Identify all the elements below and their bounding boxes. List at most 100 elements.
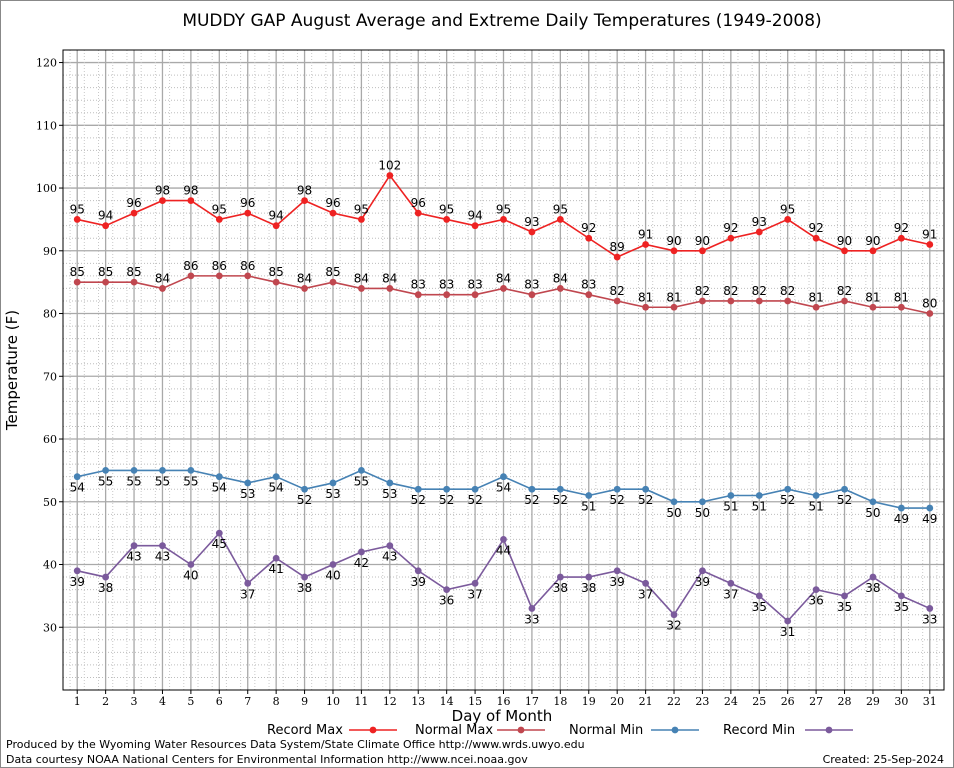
x-tick-label: 9 xyxy=(301,695,308,708)
data-point xyxy=(329,278,337,286)
data-point xyxy=(329,479,337,487)
data-point xyxy=(613,253,621,261)
data-label: 38 xyxy=(581,581,596,595)
data-point xyxy=(670,498,678,506)
y-tick-label: 70 xyxy=(43,370,57,383)
x-tick-label: 14 xyxy=(440,695,454,708)
data-label: 53 xyxy=(382,487,397,501)
data-point xyxy=(585,573,593,581)
data-label: 32 xyxy=(666,619,681,633)
data-point xyxy=(215,272,223,280)
data-label: 39 xyxy=(610,575,625,589)
data-point xyxy=(386,285,394,292)
data-label: 92 xyxy=(581,221,596,235)
data-label: 51 xyxy=(752,499,767,513)
data-point xyxy=(755,297,763,305)
data-label: 36 xyxy=(439,594,454,608)
data-label: 40 xyxy=(325,569,340,583)
data-label: 83 xyxy=(581,278,596,292)
data-label: 81 xyxy=(638,290,653,304)
data-point xyxy=(471,579,479,587)
data-label: 96 xyxy=(240,196,255,210)
data-label: 83 xyxy=(467,278,482,292)
data-point xyxy=(102,278,110,286)
data-label: 49 xyxy=(922,512,937,526)
data-point xyxy=(869,573,877,581)
data-label: 55 xyxy=(155,474,170,488)
data-label: 95 xyxy=(496,202,511,216)
data-point xyxy=(443,586,451,594)
data-label: 52 xyxy=(411,493,426,507)
data-label: 38 xyxy=(553,581,568,595)
data-label: 41 xyxy=(269,562,284,576)
data-point xyxy=(699,498,706,506)
data-label: 84 xyxy=(553,271,568,285)
data-point xyxy=(642,485,649,493)
data-point xyxy=(642,241,649,248)
data-label: 50 xyxy=(865,506,880,520)
legend-label: Normal Max xyxy=(415,723,493,738)
data-point xyxy=(471,222,479,230)
data-point xyxy=(329,209,337,217)
data-label: 55 xyxy=(354,474,369,488)
data-point xyxy=(727,297,735,305)
data-label: 52 xyxy=(524,493,539,507)
y-tick-label: 80 xyxy=(43,308,57,321)
data-point xyxy=(812,234,820,242)
data-point xyxy=(926,241,934,248)
data-point xyxy=(301,285,308,292)
data-point xyxy=(556,285,564,292)
data-point xyxy=(841,485,848,493)
data-point xyxy=(500,473,507,481)
data-point xyxy=(358,285,365,292)
x-tick-label: 19 xyxy=(582,695,596,708)
data-point xyxy=(727,579,735,587)
data-label: 81 xyxy=(865,290,880,304)
data-label: 91 xyxy=(922,228,937,242)
data-point xyxy=(301,485,308,493)
data-label: 85 xyxy=(70,265,85,279)
data-point xyxy=(926,605,934,612)
data-label: 93 xyxy=(752,215,767,229)
series-record-max: 95 94 96 98 98 95 96 94 98 96 95 102 96 95 94 95 93 95 92 8… xyxy=(70,158,937,261)
data-point xyxy=(897,504,905,512)
data-point xyxy=(244,579,252,587)
x-tick-label: 16 xyxy=(497,695,511,708)
legend-label: Normal Min xyxy=(569,723,643,738)
data-label: 92 xyxy=(808,221,823,235)
data-label: 55 xyxy=(126,474,141,488)
data-point xyxy=(926,504,934,512)
data-label: 51 xyxy=(723,499,738,513)
data-point xyxy=(869,498,877,506)
data-label: 95 xyxy=(439,202,454,216)
data-label: 84 xyxy=(297,271,312,285)
data-label: 93 xyxy=(524,215,539,229)
data-label: 55 xyxy=(98,474,113,488)
y-tick-label: 60 xyxy=(43,433,57,446)
data-label: 92 xyxy=(723,221,738,235)
data-label: 82 xyxy=(780,284,795,298)
x-tick-label: 25 xyxy=(752,695,766,708)
data-label: 33 xyxy=(922,612,937,626)
data-point xyxy=(642,303,649,311)
data-point xyxy=(585,234,593,242)
data-label: 36 xyxy=(808,594,823,608)
data-label: 38 xyxy=(297,581,312,595)
series-normal-max: 85 85 85 84 86 86 86 85 84 85 84 84 83 83 83 84 83 84 83 82… xyxy=(70,259,937,317)
data-point xyxy=(73,567,81,575)
data-label: 83 xyxy=(524,278,539,292)
data-label: 42 xyxy=(354,556,369,570)
data-label: 35 xyxy=(894,600,909,614)
data-point xyxy=(130,466,138,474)
data-label: 43 xyxy=(126,550,141,564)
data-label: 90 xyxy=(695,234,710,248)
data-point xyxy=(159,466,166,474)
data-label: 52 xyxy=(638,493,653,507)
data-point xyxy=(187,197,195,204)
data-label: 95 xyxy=(553,202,568,216)
data-point xyxy=(841,297,848,305)
data-label: 55 xyxy=(183,474,198,488)
data-point xyxy=(755,228,763,236)
data-point xyxy=(500,285,507,292)
